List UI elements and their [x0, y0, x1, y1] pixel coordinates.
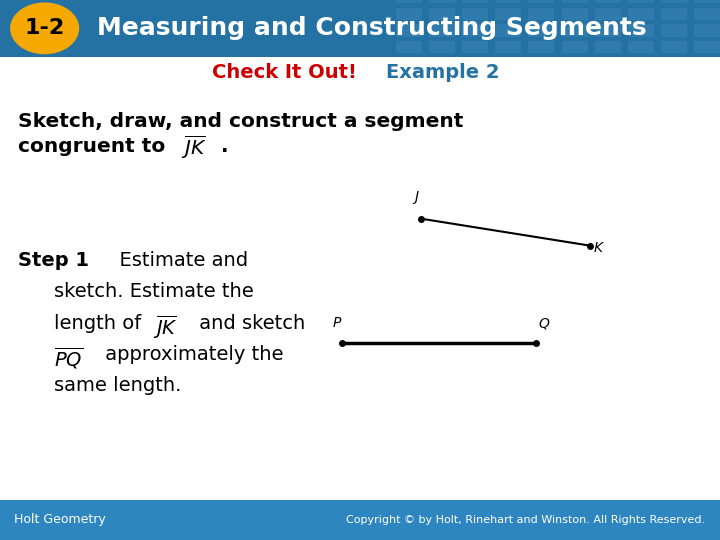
- FancyBboxPatch shape: [462, 24, 488, 37]
- FancyBboxPatch shape: [495, 41, 521, 53]
- Text: $\overline{JK}$: $\overline{JK}$: [153, 314, 178, 341]
- FancyBboxPatch shape: [396, 41, 422, 53]
- Text: J: J: [414, 190, 418, 204]
- Text: Step 1: Step 1: [18, 251, 89, 270]
- FancyBboxPatch shape: [595, 41, 621, 53]
- Text: Example 2: Example 2: [386, 63, 500, 83]
- FancyBboxPatch shape: [396, 24, 422, 37]
- FancyBboxPatch shape: [429, 41, 455, 53]
- FancyBboxPatch shape: [528, 24, 554, 37]
- FancyBboxPatch shape: [661, 41, 687, 53]
- Text: Check It Out!: Check It Out!: [212, 63, 357, 83]
- Text: sketch. Estimate the: sketch. Estimate the: [54, 282, 253, 301]
- FancyBboxPatch shape: [429, 8, 455, 20]
- Circle shape: [10, 3, 79, 55]
- FancyBboxPatch shape: [628, 0, 654, 3]
- FancyBboxPatch shape: [661, 24, 687, 37]
- FancyBboxPatch shape: [628, 8, 654, 20]
- Text: approximately the: approximately the: [99, 345, 284, 364]
- FancyBboxPatch shape: [0, 0, 720, 57]
- FancyBboxPatch shape: [628, 41, 654, 53]
- FancyBboxPatch shape: [562, 0, 588, 3]
- Text: length of: length of: [54, 314, 148, 333]
- Text: Q: Q: [539, 316, 549, 330]
- FancyBboxPatch shape: [396, 0, 422, 3]
- FancyBboxPatch shape: [495, 24, 521, 37]
- FancyBboxPatch shape: [694, 41, 720, 53]
- FancyBboxPatch shape: [562, 24, 588, 37]
- FancyBboxPatch shape: [694, 8, 720, 20]
- Text: same length.: same length.: [54, 376, 181, 395]
- FancyBboxPatch shape: [429, 0, 455, 3]
- FancyBboxPatch shape: [628, 24, 654, 37]
- Text: and sketch: and sketch: [193, 314, 305, 333]
- Text: .: .: [221, 137, 228, 157]
- FancyBboxPatch shape: [462, 8, 488, 20]
- FancyBboxPatch shape: [595, 8, 621, 20]
- FancyBboxPatch shape: [694, 0, 720, 3]
- FancyBboxPatch shape: [661, 0, 687, 3]
- Text: 1-2: 1-2: [24, 18, 65, 38]
- Text: Holt Geometry: Holt Geometry: [14, 513, 106, 526]
- FancyBboxPatch shape: [562, 41, 588, 53]
- Text: $\overline{PQ}$: $\overline{PQ}$: [54, 345, 83, 370]
- FancyBboxPatch shape: [0, 500, 720, 540]
- FancyBboxPatch shape: [462, 41, 488, 53]
- Text: $\overline{JK}$: $\overline{JK}$: [181, 133, 207, 160]
- FancyBboxPatch shape: [595, 24, 621, 37]
- FancyBboxPatch shape: [429, 24, 455, 37]
- FancyBboxPatch shape: [396, 8, 422, 20]
- FancyBboxPatch shape: [694, 24, 720, 37]
- FancyBboxPatch shape: [528, 8, 554, 20]
- Text: K: K: [594, 241, 603, 255]
- FancyBboxPatch shape: [528, 41, 554, 53]
- Text: P: P: [333, 316, 341, 330]
- Text: Copyright © by Holt, Rinehart and Winston. All Rights Reserved.: Copyright © by Holt, Rinehart and Winsto…: [346, 515, 706, 525]
- FancyBboxPatch shape: [495, 0, 521, 3]
- FancyBboxPatch shape: [528, 0, 554, 3]
- FancyBboxPatch shape: [495, 8, 521, 20]
- FancyBboxPatch shape: [462, 0, 488, 3]
- FancyBboxPatch shape: [661, 8, 687, 20]
- Text: Sketch, draw, and construct a segment: Sketch, draw, and construct a segment: [18, 112, 464, 131]
- FancyBboxPatch shape: [595, 0, 621, 3]
- Text: Measuring and Constructing Segments: Measuring and Constructing Segments: [97, 16, 647, 40]
- Text: Estimate and: Estimate and: [107, 251, 248, 270]
- Text: congruent to: congruent to: [18, 137, 172, 157]
- FancyBboxPatch shape: [562, 8, 588, 20]
